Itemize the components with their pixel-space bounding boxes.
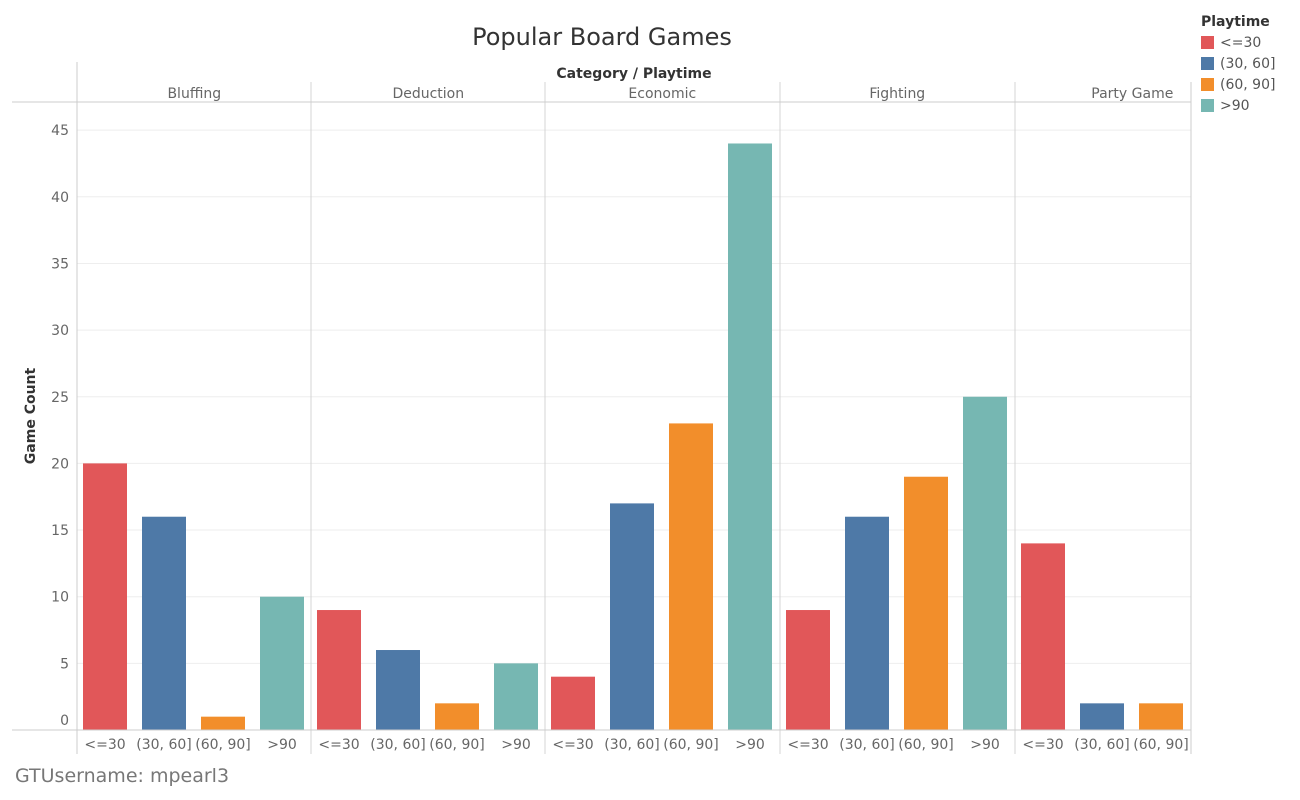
y-tick-label: 35	[51, 256, 69, 272]
x-tick-label: (30, 60]	[839, 737, 894, 753]
x-tick-label: (60, 90]	[663, 737, 718, 753]
y-tick-label: 25	[51, 390, 69, 406]
bar	[376, 650, 420, 730]
y-tick-label: 40	[51, 190, 69, 206]
y-tick-label: 10	[51, 590, 69, 606]
x-tick-label: (30, 60]	[136, 737, 191, 753]
bar	[551, 676, 595, 730]
column-header: Category / Playtime	[556, 66, 711, 82]
y-tick-label: 20	[51, 456, 69, 472]
x-tick-label: <=30	[318, 737, 359, 753]
chart-title: Popular Board Games	[472, 23, 732, 51]
footer-username: GTUsername: mpearl3	[15, 765, 230, 787]
bar	[904, 476, 948, 730]
y-tick-label: 15	[51, 523, 69, 539]
bar	[1021, 543, 1065, 730]
bars	[83, 143, 1183, 731]
legend-swatch	[1201, 78, 1214, 91]
legend-item[interactable]: (60, 90]	[1201, 74, 1296, 95]
bar	[260, 596, 304, 730]
legend-item[interactable]: (30, 60]	[1201, 53, 1296, 74]
y-tick-label: 5	[60, 656, 69, 672]
bar	[786, 610, 830, 730]
legend-label: (60, 90]	[1220, 76, 1276, 93]
bar	[669, 423, 713, 730]
bar	[317, 610, 361, 730]
x-tick-label: (30, 60]	[604, 737, 659, 753]
chart-frame	[12, 62, 1192, 754]
legend-swatch	[1201, 36, 1214, 49]
legend-swatch	[1201, 57, 1214, 70]
x-tick-label: (60, 90]	[1133, 737, 1188, 753]
bar	[435, 703, 479, 730]
category-label: Deduction	[392, 86, 464, 102]
x-tick-label: <=30	[552, 737, 593, 753]
x-tick-label: <=30	[1022, 737, 1063, 753]
legend-item[interactable]: >90	[1201, 95, 1296, 116]
x-tick-label: (30, 60]	[370, 737, 425, 753]
x-tick-label: >90	[735, 737, 765, 753]
bar	[1080, 703, 1124, 730]
bar	[201, 716, 245, 730]
x-tick-label: (60, 90]	[429, 737, 484, 753]
legend-title: Playtime	[1201, 14, 1270, 30]
x-tick-label: (60, 90]	[195, 737, 250, 753]
category-label: Bluffing	[167, 86, 221, 102]
x-tick-label: (30, 60]	[1074, 737, 1129, 753]
bar	[610, 503, 654, 730]
legend-label: (30, 60]	[1220, 55, 1276, 72]
x-tick-label: >90	[501, 737, 531, 753]
x-tick-label: >90	[970, 737, 1000, 753]
legend: Playtime <=30 (30, 60] (60, 90] >90	[1201, 14, 1296, 116]
y-tick-label: 45	[51, 123, 69, 139]
category-label: Fighting	[869, 86, 925, 102]
x-tick-label: <=30	[84, 737, 125, 753]
legend-label: >90	[1220, 97, 1250, 114]
category-label: Economic	[628, 86, 696, 102]
bar	[83, 463, 127, 730]
x-tick-label: >90	[267, 737, 297, 753]
bar	[963, 396, 1007, 730]
legend-swatch	[1201, 99, 1214, 112]
legend-label: <=30	[1220, 34, 1262, 51]
legend-item[interactable]: <=30	[1201, 32, 1296, 53]
y-axis-label: Game Count	[23, 367, 39, 464]
bar	[728, 143, 772, 731]
bar	[1139, 703, 1183, 730]
x-tick-label: (60, 90]	[898, 737, 953, 753]
bar	[845, 516, 889, 730]
x-tick-label: <=30	[787, 737, 828, 753]
y-tick-label: 30	[51, 323, 69, 339]
bar	[494, 663, 538, 730]
y-tick-label: 0	[60, 713, 69, 729]
bar	[142, 516, 186, 730]
category-label: Party Game	[1091, 86, 1173, 102]
